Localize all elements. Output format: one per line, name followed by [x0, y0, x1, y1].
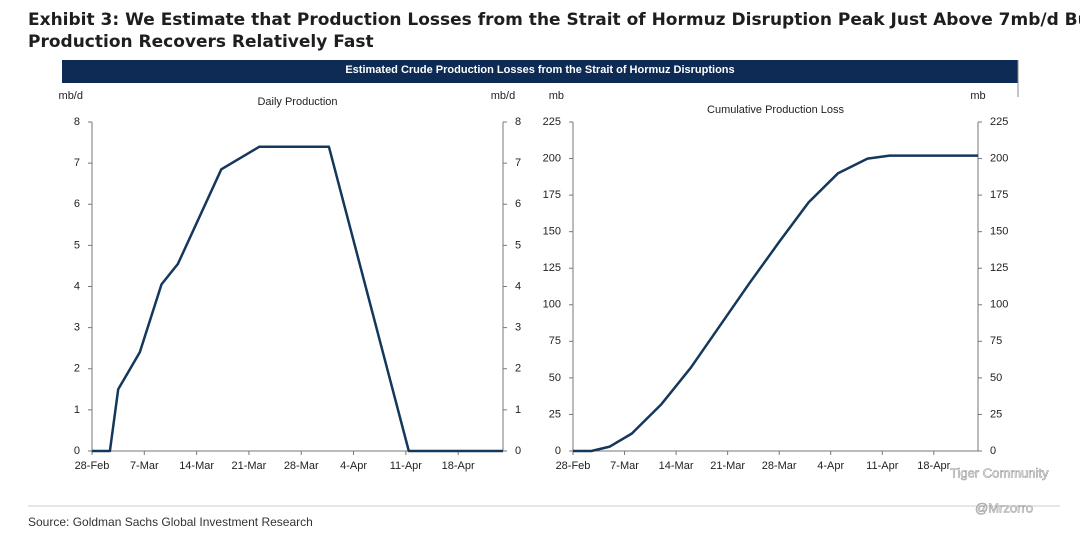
y2-tick-label: 100 — [990, 299, 1008, 311]
x-tick-label: 4-Apr — [340, 460, 367, 472]
chart-title: Cumulative Production Loss — [707, 104, 844, 116]
x-tick-label: 14-Mar — [179, 460, 214, 472]
y2-tick-label: 0 — [515, 445, 521, 457]
banner — [62, 60, 1018, 83]
y-tick-label: 7 — [74, 157, 80, 169]
y-tick-label: 0 — [74, 445, 80, 457]
y2-axis-label: mb/d — [491, 90, 515, 102]
y2-tick-label: 6 — [515, 198, 521, 210]
x-tick-label: 11-Apr — [866, 460, 899, 472]
x-tick-label: 7-Mar — [610, 460, 639, 472]
banner-text: Estimated Crude Production Losses from t… — [345, 64, 734, 76]
y2-tick-label: 1 — [515, 404, 521, 416]
data-line — [92, 145, 503, 453]
x-tick-label: 28-Feb — [556, 460, 591, 472]
x-tick-label: 7-Mar — [130, 460, 159, 472]
y-tick-label: 25 — [549, 408, 561, 420]
watermark: @Mrzorro — [975, 500, 1033, 515]
x-tick-label: 14-Mar — [659, 460, 694, 472]
y-tick-label: 75 — [549, 335, 561, 347]
x-tick-label: 28-Mar — [762, 460, 797, 472]
x-tick-label: 18-Apr — [442, 460, 475, 472]
y2-tick-label: 7 — [515, 157, 521, 169]
y-tick-label: 225 — [543, 116, 561, 128]
y-axis-label: mb/d — [59, 90, 83, 102]
y-tick-label: 100 — [543, 299, 561, 311]
y2-tick-label: 8 — [515, 116, 521, 128]
y-tick-label: 5 — [74, 239, 80, 251]
y-axis-label: mb — [549, 90, 564, 102]
y2-tick-label: 0 — [990, 445, 996, 457]
y2-tick-label: 175 — [990, 189, 1008, 201]
y-tick-label: 0 — [555, 445, 561, 457]
y-tick-label: 6 — [74, 198, 80, 210]
y-tick-label: 3 — [74, 322, 80, 334]
y2-tick-label: 3 — [515, 322, 521, 334]
source: Source: Goldman Sachs Global Investment … — [28, 515, 313, 529]
y-tick-label: 4 — [74, 280, 80, 292]
y2-tick-label: 225 — [990, 116, 1008, 128]
y-tick-label: 200 — [543, 152, 561, 164]
x-tick-label: 18-Apr — [917, 460, 950, 472]
y2-tick-label: 200 — [990, 152, 1008, 164]
x-tick-label: 21-Mar — [232, 460, 267, 472]
x-tick-label: 4-Apr — [817, 460, 844, 472]
x-tick-label: 11-Apr — [390, 460, 423, 472]
y-tick-label: 2 — [74, 363, 80, 375]
y2-axis-label: mb — [970, 90, 985, 102]
exhibit-title: Production Recovers Relatively Fast — [28, 32, 374, 52]
y-tick-label: 175 — [543, 189, 561, 201]
y2-tick-label: 5 — [515, 239, 521, 251]
x-tick-label: 28-Mar — [284, 460, 319, 472]
y2-tick-label: 4 — [515, 280, 521, 292]
y-tick-label: 150 — [543, 226, 561, 238]
y2-tick-label: 2 — [515, 363, 521, 375]
y2-tick-label: 150 — [990, 226, 1008, 238]
y2-tick-label: 50 — [990, 372, 1002, 384]
y2-tick-label: 125 — [990, 262, 1008, 274]
y2-tick-label: 75 — [990, 335, 1002, 347]
y-tick-label: 125 — [543, 262, 561, 274]
data-line — [573, 154, 978, 453]
y-tick-label: 50 — [549, 372, 561, 384]
x-tick-label: 28-Feb — [75, 460, 110, 472]
x-tick-label: 21-Mar — [710, 460, 745, 472]
watermark: Tiger Community — [950, 465, 1049, 480]
y2-tick-label: 25 — [990, 408, 1002, 420]
chart-title: Daily Production — [257, 96, 337, 108]
exhibit-title: Exhibit 3: We Estimate that Production L… — [28, 10, 1080, 30]
y-tick-label: 1 — [74, 404, 80, 416]
y-tick-label: 8 — [74, 116, 80, 128]
